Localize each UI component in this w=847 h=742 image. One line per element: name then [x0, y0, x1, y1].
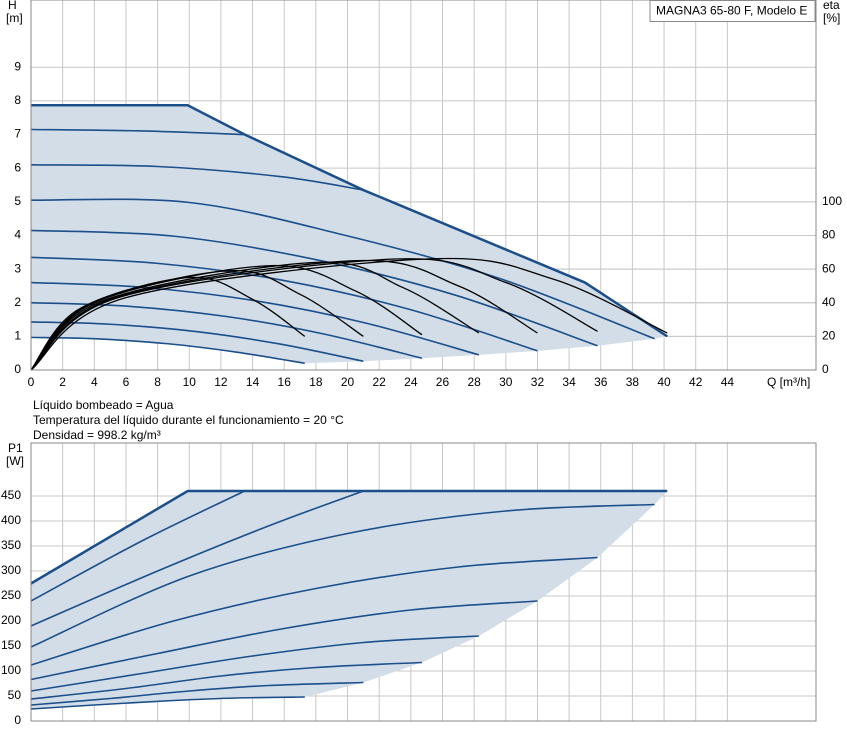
speed-curve	[30, 635, 479, 692]
speed-curve	[30, 198, 655, 340]
x-tick-label: 28	[467, 375, 481, 389]
speed-curve	[30, 336, 305, 365]
speed-curve	[30, 490, 246, 602]
y2-tick-label: 80	[822, 228, 836, 242]
x-tick-label: 42	[689, 375, 703, 389]
y2-tick-label: 100	[822, 194, 842, 208]
y2-tick-label: 40	[822, 295, 836, 309]
y2-tick-label: 20	[822, 329, 836, 343]
y2-tick-label: 0	[822, 362, 829, 376]
y-axis-unit: [W]	[6, 454, 24, 468]
x-tick-label: 2	[59, 375, 66, 389]
max-curve	[31, 104, 668, 338]
x-tick-label: 6	[123, 375, 130, 389]
y-tick-label: 0	[14, 362, 21, 376]
speed-curve	[30, 681, 364, 706]
speed-curve	[30, 321, 364, 363]
efficiency-curve	[30, 257, 668, 371]
y-axis-label: H	[8, 0, 17, 12]
efficiency-curve	[30, 264, 423, 371]
y-tick-label: 200	[1, 613, 21, 627]
x-tick-label: 8	[154, 375, 161, 389]
y-tick-label: 3	[14, 261, 21, 275]
speed-curve	[30, 229, 598, 347]
speed-curve	[30, 600, 538, 681]
x-tick-label: 22	[373, 375, 387, 389]
y-axis-unit: [m]	[6, 11, 23, 25]
y-tick-label: 100	[1, 663, 21, 677]
y2-axis-unit: [%]	[823, 11, 840, 25]
efficiency-curve	[30, 259, 538, 371]
y-tick-label: 0	[14, 713, 21, 727]
speed-curve	[30, 490, 364, 627]
y-tick-label: 50	[8, 688, 22, 702]
x-tick-label: 44	[721, 375, 735, 389]
plot-frame	[30, 442, 817, 722]
speed-curve	[30, 503, 655, 648]
x-tick-label: 16	[278, 375, 292, 389]
x-tick-label: 38	[626, 375, 640, 389]
y-tick-label: 400	[1, 513, 21, 527]
y-tick-label: 6	[14, 160, 21, 174]
x-axis-label: Q [m³/h]	[767, 375, 810, 389]
y-tick-label: 450	[1, 488, 21, 502]
x-tick-label: 36	[594, 375, 608, 389]
y-tick-label: 350	[1, 538, 21, 552]
x-tick-label: 34	[562, 375, 576, 389]
efficiency-curve	[30, 276, 306, 371]
efficiency-curve	[30, 258, 598, 371]
x-tick-label: 10	[183, 375, 197, 389]
x-tick-label: 26	[436, 375, 450, 389]
x-tick-label: 4	[91, 375, 98, 389]
max-curve	[30, 489, 668, 585]
y-tick-label: 7	[14, 127, 21, 141]
speed-curve	[30, 128, 245, 136]
efficiency-curve	[30, 261, 480, 371]
plot-frame	[30, 0, 817, 371]
annotation: Líquido bombeado = Agua	[33, 398, 174, 412]
x-tick-label: 18	[309, 375, 323, 389]
speed-curve	[30, 556, 598, 666]
x-tick-label: 14	[246, 375, 260, 389]
annotation: Densidad = 998.2 kg/m³	[33, 428, 161, 442]
speed-curve	[30, 661, 422, 700]
y-tick-label: 300	[1, 563, 21, 577]
y-tick-label: 5	[14, 194, 21, 208]
x-tick-label: 12	[214, 375, 228, 389]
y-tick-label: 2	[14, 295, 21, 309]
x-tick-label: 20	[341, 375, 355, 389]
operating-area	[31, 105, 668, 364]
y-tick-label: 250	[1, 588, 21, 602]
annotation: Temperatura del líquido durante el funci…	[33, 413, 344, 427]
x-tick-label: 32	[531, 375, 545, 389]
y2-tick-label: 60	[822, 261, 836, 275]
operating-area	[31, 491, 668, 709]
y-tick-label: 4	[14, 228, 21, 242]
speed-curve	[30, 256, 538, 352]
y-axis-label: P1	[8, 441, 23, 455]
y-tick-label: 8	[14, 93, 21, 107]
y-tick-label: 9	[14, 59, 21, 73]
speed-curve	[30, 164, 364, 191]
speed-curve	[30, 696, 305, 710]
x-tick-label: 0	[28, 375, 35, 389]
x-tick-label: 40	[657, 375, 671, 389]
title-box	[649, 0, 816, 22]
y-tick-label: 1	[14, 329, 21, 343]
y2-axis-label: eta	[823, 0, 840, 12]
chart-title: MAGNA3 65-80 F, Modelo E	[656, 4, 807, 18]
x-tick-label: 24	[404, 375, 418, 389]
y-tick-label: 150	[1, 638, 21, 652]
x-tick-label: 30	[499, 375, 513, 389]
